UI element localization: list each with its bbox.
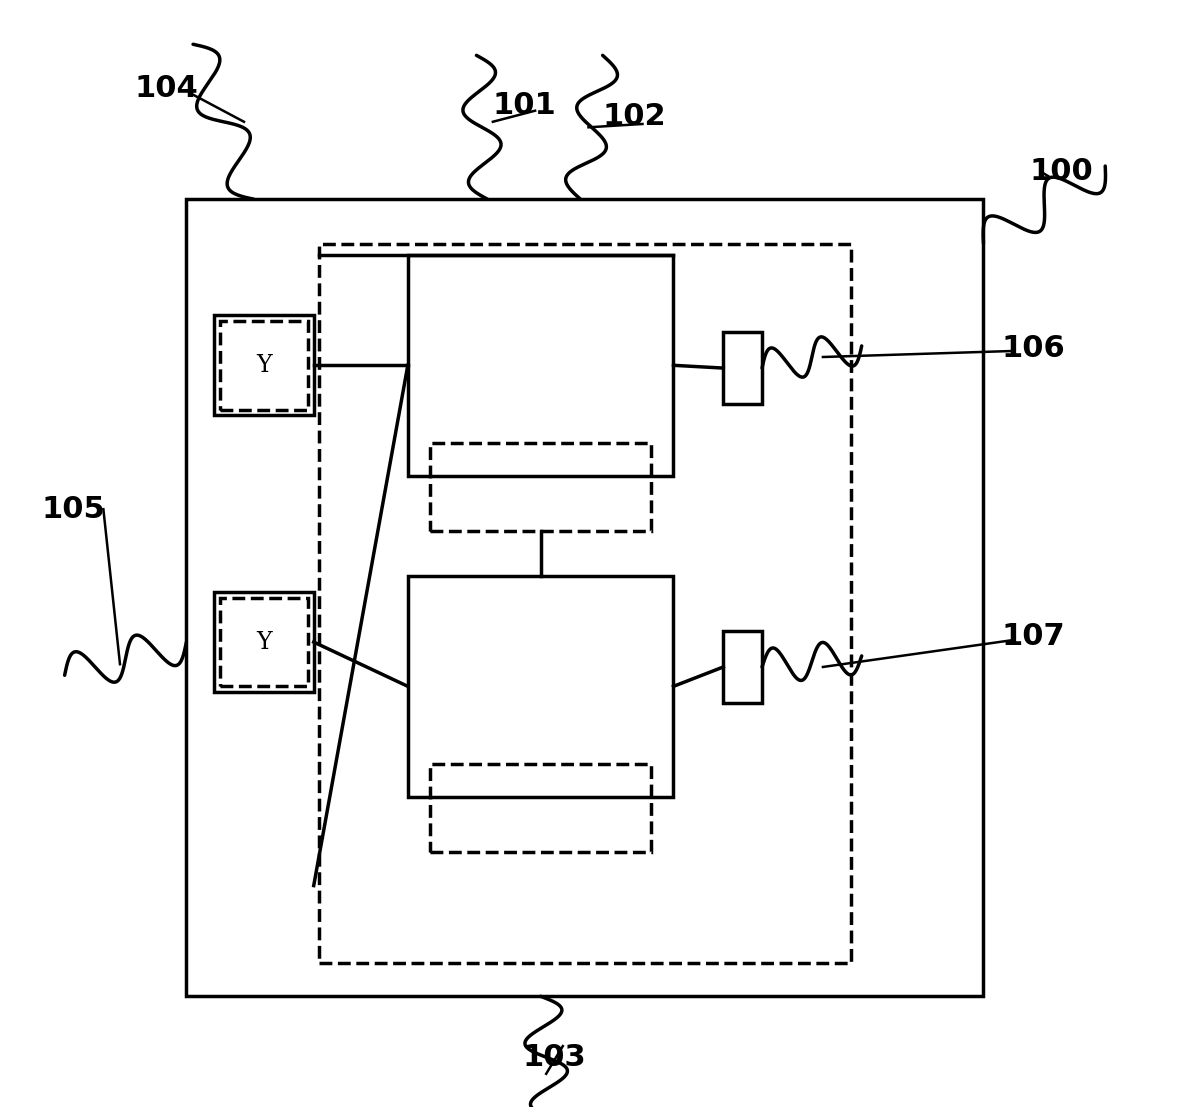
Bar [215,592,313,692]
Text: Y: Y [256,354,272,376]
Bar [430,443,651,531]
Text: 105: 105 [42,495,105,524]
Text: 107: 107 [1001,622,1066,651]
Bar [215,315,313,415]
Text: 101: 101 [492,91,555,120]
Bar [408,255,673,476]
Bar [430,764,651,852]
Bar [319,244,851,963]
Bar [219,321,309,410]
Text: 102: 102 [603,102,666,131]
Bar [186,199,983,996]
Text: 100: 100 [1029,157,1093,186]
Text: 103: 103 [522,1043,585,1072]
Bar [408,576,673,797]
Text: Y: Y [256,631,272,653]
Bar [724,631,762,703]
Text: 104: 104 [135,74,198,103]
Bar [724,332,762,404]
Text: 106: 106 [1001,334,1066,363]
Bar [219,598,309,686]
